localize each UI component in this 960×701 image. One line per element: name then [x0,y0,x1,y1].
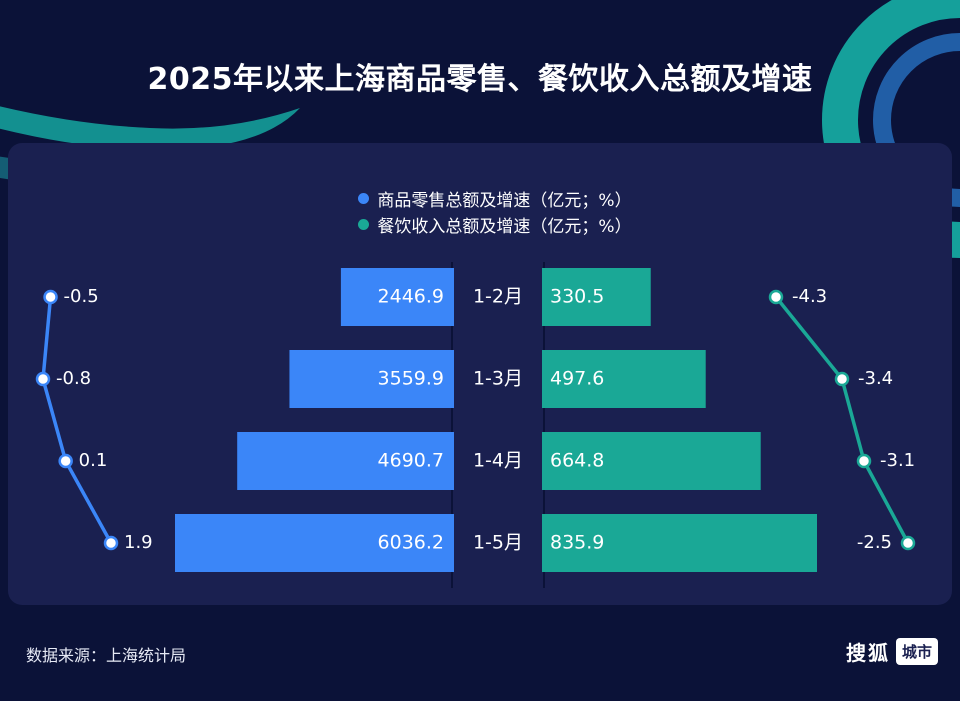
retail-growth-label: -0.8 [56,368,91,389]
category-label: 1-3月 [473,368,523,390]
retail-growth-point [43,289,58,305]
retail-growth-label: 1.9 [124,532,153,553]
legend-dot-retail [358,193,370,204]
catering-bar [542,350,706,408]
legend-label-catering: 餐饮收入总额及增速（亿元；%） [377,217,632,237]
catering-growth-point [900,535,916,551]
retail-growth-point [58,453,73,469]
catering-bar-value-label: 835.9 [550,532,604,554]
chart-title: 2025年以来上海商品零售、餐饮收入总额及增速 [147,62,813,97]
brand-logo: 搜狐 城市 [846,637,938,666]
catering-growth-point [768,289,784,305]
catering-bar [542,268,651,326]
retail-bar-value-label: 4690.7 [378,450,444,472]
retail-bar [175,514,454,572]
legend-item-retail: 商品零售总额及增速（亿元；%） [358,186,632,211]
catering-bar-value-label: 497.6 [550,368,604,390]
catering-growth-line [774,295,910,544]
retail-growth-point [103,535,119,551]
data-source: 数据来源：上海统计局 [26,646,187,665]
retail-bar-value-label: 3559.9 [378,368,444,390]
legend-item-catering: 餐饮收入总额及增速（亿元；%） [358,212,632,237]
catering-bar-value-label: 664.8 [550,450,604,472]
catering-bar [542,432,761,490]
catering-bar-value-label: 330.5 [550,286,604,308]
catering-growth-point [834,371,850,387]
brand-name: 搜狐 [845,641,890,665]
brand-tag: 城市 [895,638,938,665]
catering-bar [542,514,817,572]
legend-catering: 餐饮收入总额及增速（亿元；%） [0,212,960,237]
retail-growth-line [41,296,113,544]
retail-bar-value-label: 6036.2 [378,532,444,554]
legend-dot-catering [358,219,370,230]
catering-growth-label: -3.4 [858,368,893,389]
category-label: 1-2月 [473,286,523,308]
legend-retail: 商品零售总额及增速（亿元；%） [0,186,960,211]
catering-growth-label: -4.3 [792,286,827,307]
legend-label-retail: 商品零售总额及增速（亿元；%） [377,191,632,211]
retail-bar [289,350,454,408]
category-label: 1-5月 [473,532,523,554]
category-label: 1-4月 [473,450,523,472]
retail-growth-label: -0.5 [64,286,99,307]
catering-growth-point [856,453,872,469]
catering-growth-label: -2.5 [857,532,892,553]
retail-growth-point [35,371,51,387]
catering-growth-label: -3.1 [880,450,915,471]
retail-growth-label: 0.1 [79,450,108,471]
retail-bar [340,268,454,326]
retail-bar-value-label: 2446.9 [378,286,444,308]
retail-bar [237,432,454,490]
